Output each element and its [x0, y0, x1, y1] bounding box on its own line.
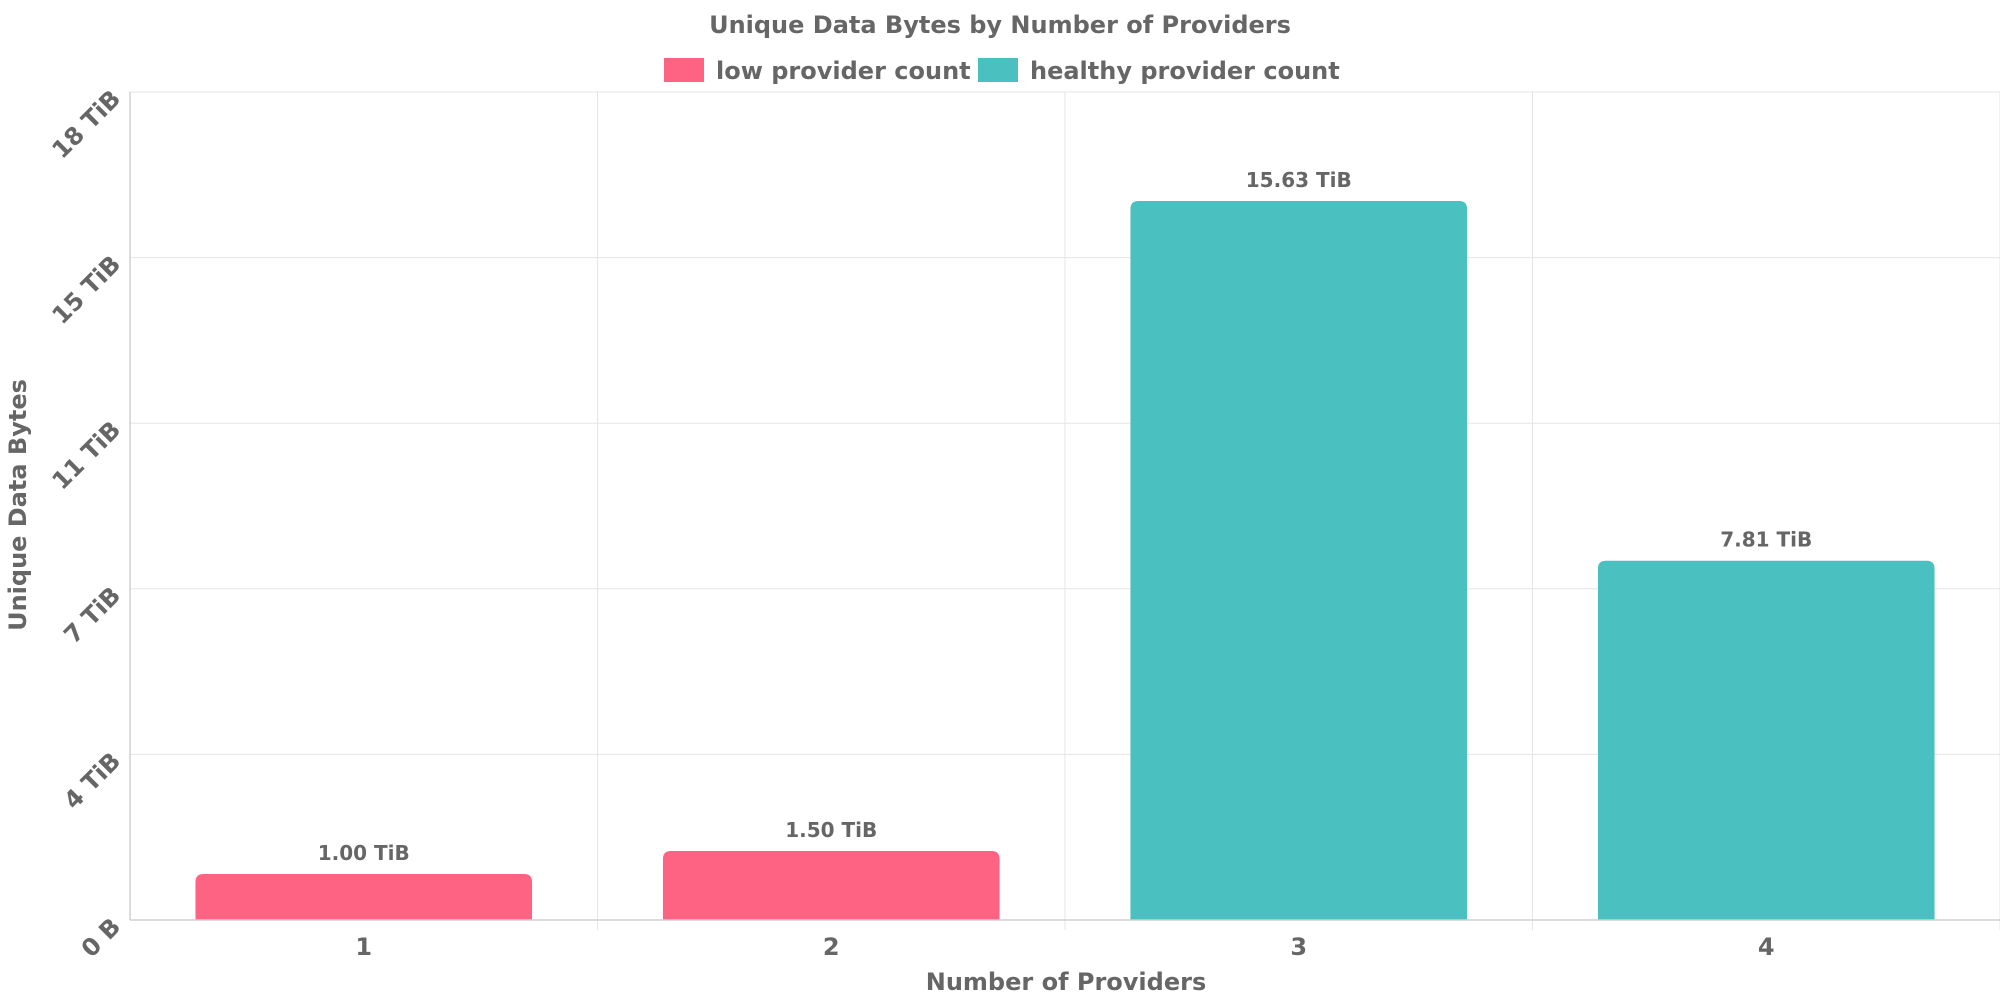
bar-1[interactable]: [195, 874, 533, 920]
legend-label-healthy: healthy provider count: [1030, 57, 1340, 85]
legend-swatch-healthy: [978, 58, 1018, 82]
y-tick-label: 15 TiB: [47, 250, 127, 330]
legend-label-low: low provider count: [716, 57, 971, 85]
bar-value-label: 7.81 TiB: [1720, 528, 1812, 552]
labels-layer: 1.00 TiB 1.50 TiB 15.63 TiB 7.81 TiB: [318, 168, 1813, 865]
y-tick-label: 0 B: [76, 912, 126, 962]
x-axis-title: Number of Providers: [926, 968, 1206, 996]
x-tick-label: 1: [355, 933, 372, 961]
y-axis-title: Unique Data Bytes: [4, 379, 32, 631]
bar-4[interactable]: [1597, 560, 1935, 920]
y-tick-label: 11 TiB: [47, 416, 127, 496]
x-tick-label: 3: [1290, 933, 1307, 961]
x-tick-label: 2: [823, 933, 840, 961]
bar-2[interactable]: [662, 851, 1000, 920]
y-tick-label: 7 TiB: [58, 581, 126, 649]
legend-swatch-low: [664, 58, 704, 82]
bar-3[interactable]: [1130, 201, 1468, 920]
bar-value-label: 1.50 TiB: [785, 818, 877, 842]
bar-value-label: 15.63 TiB: [1246, 168, 1352, 192]
chart-title: Unique Data Bytes by Number of Providers: [709, 11, 1291, 39]
y-tick-label: 4 TiB: [58, 747, 126, 815]
bars-layer: [195, 201, 1935, 920]
bar-value-label: 1.00 TiB: [318, 841, 410, 865]
legend[interactable]: low provider count healthy provider coun…: [664, 57, 1340, 85]
y-tick-label: 18 TiB: [47, 84, 127, 164]
x-tick-label: 4: [1758, 933, 1775, 961]
